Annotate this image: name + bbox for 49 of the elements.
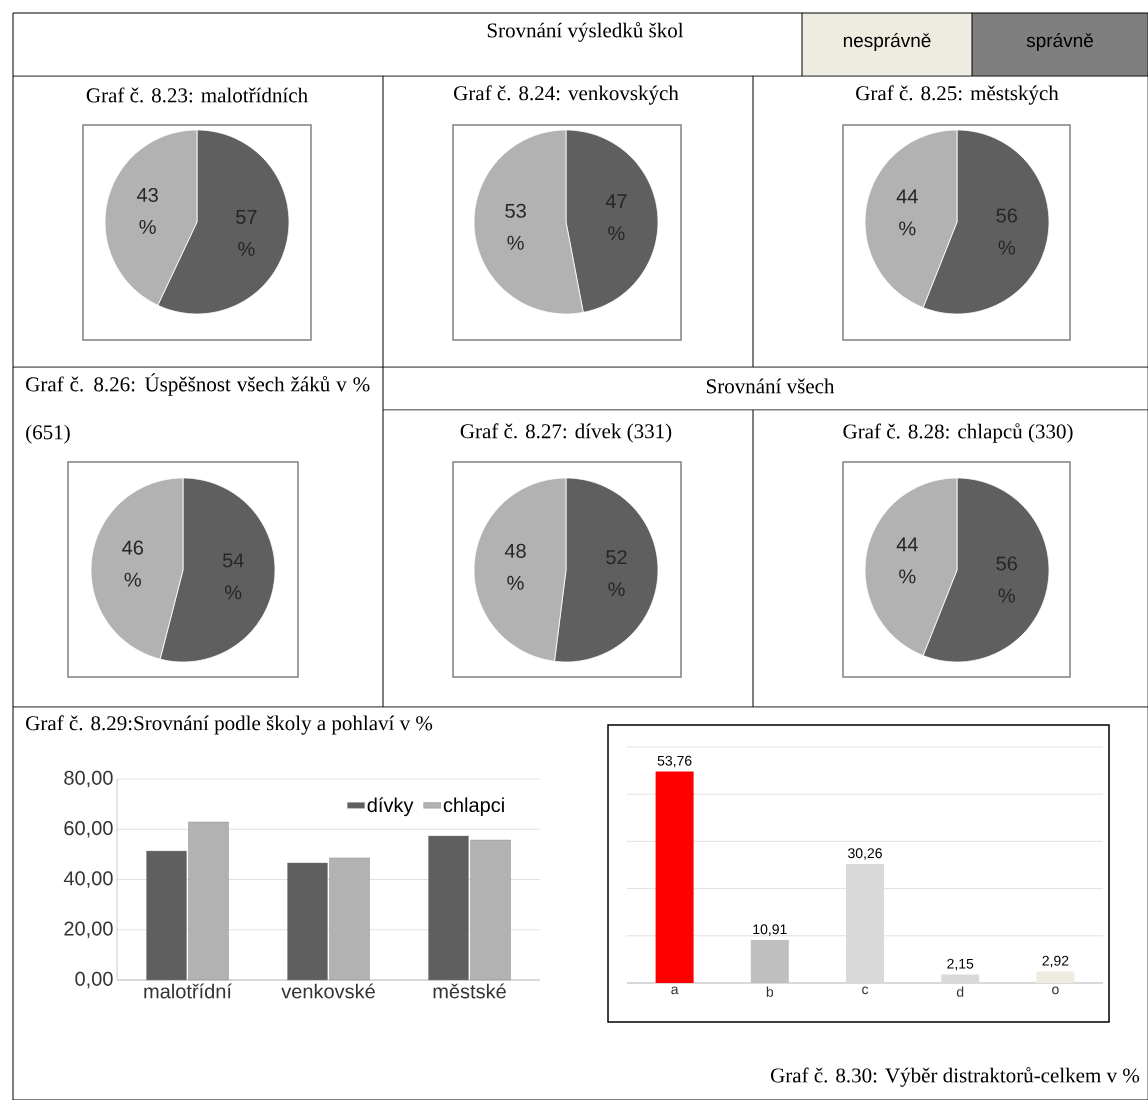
- data-label: 56 %: [996, 556, 1017, 603]
- chart-title: Graf č. 8.23: malotřídních: [86, 87, 308, 103]
- text: Graf č. 8.30: Výběr distraktorů-celkem v %: [770, 1067, 1140, 1087]
- x-tick-label: c: [862, 986, 869, 995]
- category-label: nesprávně: [843, 33, 931, 51]
- x-tick-label: d: [956, 986, 964, 997]
- y-tick-label: 20,00: [64, 921, 113, 939]
- chart-title: Graf č. 8.26: Úspěšnost všech žáků v % (651): [26, 373, 370, 444]
- data-label: 44 %: [896, 537, 918, 584]
- x-tick-label: venkovské: [281, 983, 375, 999]
- bar: [1036, 971, 1075, 983]
- x-tick-label: a: [671, 986, 679, 995]
- bar: [846, 863, 885, 983]
- y-tick-label: 0,00: [75, 971, 113, 989]
- y-tick-label: 60,00: [64, 821, 113, 838]
- chart-title: Graf č. 8.27: dívek (331): [460, 423, 672, 443]
- data-label: 53 %: [505, 203, 526, 250]
- chart-title: Graf č. 8.24: venkovských: [454, 85, 679, 105]
- data-label: 48 %: [504, 543, 526, 590]
- data-label: 30,26: [848, 848, 882, 860]
- bar: [750, 940, 789, 983]
- text: Srovnání všech: [706, 378, 835, 394]
- text: Srovnání výsledků škol: [487, 22, 684, 42]
- data-label: 52 %: [606, 550, 627, 597]
- data-label: 2,15: [947, 958, 974, 971]
- y-tick-label: 80,00: [64, 770, 113, 788]
- y-tick-label: 40,00: [63, 871, 113, 888]
- data-label: 54 %: [222, 553, 244, 600]
- bar: [655, 771, 694, 983]
- category-label: správně: [1026, 33, 1093, 51]
- legend-label: chlapci: [443, 797, 504, 817]
- x-tick-label: městské: [433, 983, 506, 999]
- data-label: 56 %: [996, 208, 1017, 255]
- x-tick-label: malotřídní: [144, 983, 232, 999]
- data-label: 2,92: [1042, 955, 1069, 968]
- chart-title: Graf č. 8.25: městských: [856, 85, 1059, 105]
- data-label: 53,76: [657, 755, 692, 768]
- x-tick-label: b: [766, 986, 774, 997]
- chart-title: Graf č. 8.28: chlapců (330): [843, 423, 1073, 443]
- data-label: 57 %: [236, 210, 257, 256]
- data-label: 44 %: [896, 189, 918, 236]
- data-label: 43 %: [136, 187, 158, 234]
- legend-label: dívky: [367, 797, 414, 817]
- bar: [941, 974, 980, 983]
- x-tick-label: o: [1052, 986, 1059, 995]
- data-label: 46 %: [122, 540, 144, 587]
- chart-title: Graf č. 8.29:Srovnání podle školy a pohlaví v %: [26, 715, 433, 735]
- data-label: 47 %: [605, 194, 627, 241]
- data-label: 10,91: [753, 924, 787, 936]
